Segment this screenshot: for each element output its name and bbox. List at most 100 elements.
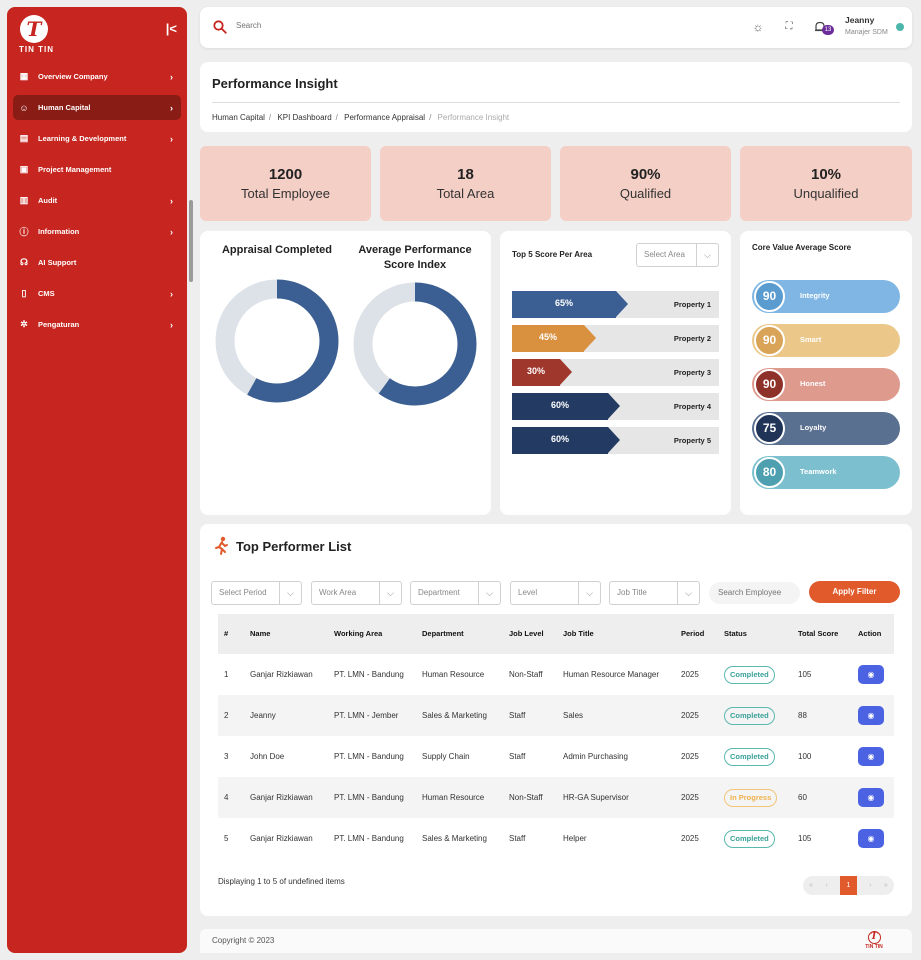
brand-name: TIN TIN: [19, 45, 54, 54]
last-page-button[interactable]: »: [883, 882, 888, 889]
cell-action: ◉: [852, 818, 894, 859]
sidebar-item-ai-support[interactable]: ☊ AI Support: [13, 247, 181, 278]
cell-area: PT. LMN - Bandung: [334, 833, 404, 843]
info-icon: ⓘ: [19, 227, 29, 237]
breadcrumb-item[interactable]: Performance Appraisal: [344, 113, 426, 122]
footer-logo: T TIN TIN: [864, 931, 884, 950]
chevron-down-icon: ⌵: [677, 582, 699, 604]
prev-page-button[interactable]: ‹: [825, 882, 828, 889]
status-badge: Completed: [724, 829, 775, 848]
core-value-score: 90: [754, 369, 785, 400]
stat-card-total-employee: 1200 Total Employee: [200, 146, 371, 221]
sidebar-item-audit[interactable]: ▥ Audit ›: [13, 185, 181, 216]
bar-row: 60% Property 4: [512, 393, 719, 420]
sidebar-item-project-management[interactable]: ▣ Project Management: [13, 154, 181, 185]
brand-logo[interactable]: T TIN TIN: [19, 15, 59, 59]
stat-value: 90%: [630, 166, 661, 183]
filter-period-dropdown[interactable]: Select Period ⌵: [211, 581, 302, 605]
col-header: Name: [250, 629, 271, 638]
bar-row: 65% Property 1: [512, 291, 719, 318]
table-row: 2 Jeanny PT. LMN - Jember Sales & Marketing…: [218, 695, 894, 736]
cell-title: Admin Purchasing: [563, 751, 628, 761]
page-button-current[interactable]: 1: [839, 876, 857, 895]
col-header: Action: [858, 629, 882, 638]
chevron-right-icon: ›: [170, 133, 173, 144]
sidebar-scrollbar[interactable]: [189, 200, 193, 282]
cell-action: ◉: [852, 654, 894, 695]
sidebar-item-information[interactable]: ⓘ Information ›: [13, 216, 181, 247]
core-value-score: 75: [754, 413, 785, 444]
filter-job-title-dropdown[interactable]: Job Title ⌵: [609, 581, 700, 605]
bar-label: Property 3: [673, 368, 711, 377]
breadcrumb-item[interactable]: Human Capital: [212, 113, 265, 122]
cell-area: PT. LMN - Bandung: [334, 751, 404, 761]
donut-fill: [353, 282, 477, 406]
sidebar-item-overview-company[interactable]: ▦ Overview Company ›: [13, 61, 181, 92]
cell-status: Completed: [718, 695, 792, 736]
view-eye-icon[interactable]: ◉: [858, 788, 884, 807]
table-body: 1 Ganjar Rizkiawan PT. LMN - Bandung Human …: [218, 654, 894, 859]
view-eye-icon[interactable]: ◉: [858, 665, 884, 684]
stat-card-total-area: 18 Total Area: [380, 146, 551, 221]
breadcrumb-item[interactable]: KPI Dashboard: [277, 113, 332, 122]
sidebar-item-learning-development[interactable]: ▤ Learning & Development ›: [13, 123, 181, 154]
sidebar-item-label: Learning & Development: [38, 134, 127, 143]
chevron-right-icon: ›: [170, 319, 173, 330]
filter-work-area-dropdown[interactable]: Work Area ⌵: [311, 581, 402, 605]
sidebar-item-label: AI Support: [38, 258, 77, 267]
view-eye-icon[interactable]: ◉: [858, 706, 884, 725]
filter-label: Job Title: [617, 588, 647, 597]
fullscreen-icon[interactable]: ⛶: [785, 21, 793, 32]
sidebar-item-label: Overview Company: [38, 72, 108, 81]
cell-level: Staff: [509, 833, 526, 843]
table-row: 3 John Doe PT. LMN - Bandung Supply Chain St…: [218, 736, 894, 777]
view-eye-icon[interactable]: ◉: [858, 747, 884, 766]
core-value-score: 80: [754, 457, 785, 488]
user-name[interactable]: Jeanny: [845, 15, 875, 25]
chevron-right-icon: ›: [170, 102, 173, 113]
cell-title: Human Resource Manager: [563, 669, 660, 679]
cell-level: Staff: [509, 710, 526, 720]
table-row: 1 Ganjar Rizkiawan PT. LMN - Bandung Human …: [218, 654, 894, 695]
filter-department-dropdown[interactable]: Department ⌵: [410, 581, 501, 605]
theme-toggle-icon[interactable]: ☼: [752, 20, 764, 34]
pagination-info: Displaying 1 to 5 of undefined items: [218, 877, 345, 886]
table-row: 5 Ganjar Rizkiawan PT. LMN - Bandung Sales …: [218, 818, 894, 859]
search-employee-input[interactable]: [709, 582, 800, 604]
select-area-dropdown[interactable]: Select Area ⌵: [636, 243, 719, 267]
bar-value: 30%: [526, 366, 545, 376]
cell-status: In Progress: [718, 777, 792, 818]
sidebar-item-pengaturan[interactable]: ✲ Pengaturan ›: [13, 309, 181, 340]
filter-level-dropdown[interactable]: Level ⌵: [510, 581, 601, 605]
cell-period: 2025: [681, 669, 699, 679]
cell-level: Non-Staff: [509, 669, 543, 679]
cell-name: Jeanny: [250, 710, 276, 720]
online-status-dot: [896, 23, 904, 31]
first-page-button[interactable]: «: [809, 882, 814, 889]
cell-area: PT. LMN - Bandung: [334, 792, 404, 802]
chevron-right-icon: ›: [170, 195, 173, 206]
cell-action: ◉: [852, 736, 894, 777]
search-icon[interactable]: [213, 20, 227, 34]
cell-no: 4: [224, 792, 229, 802]
sidebar-item-human-capital[interactable]: ☺ Human Capital ›: [13, 95, 181, 120]
cell-action: ◉: [852, 695, 894, 736]
audit-icon: ▥: [19, 195, 29, 205]
cell-period: 2025: [681, 792, 699, 802]
sidebar-item-cms[interactable]: ▯ CMS ›: [13, 278, 181, 309]
core-value-integrity: 90 Integrity: [752, 280, 900, 313]
collapse-sidebar-icon[interactable]: |<: [165, 21, 177, 36]
cell-period: 2025: [681, 751, 699, 761]
building-icon: ▦: [19, 71, 29, 81]
apply-filter-button[interactable]: Apply Filter: [809, 581, 900, 603]
cell-level: Staff: [509, 751, 526, 761]
next-page-button[interactable]: ›: [869, 882, 872, 889]
sidebar-item-label: Audit: [38, 196, 58, 205]
view-eye-icon[interactable]: ◉: [858, 829, 884, 848]
breadcrumb: Human Capital / KPI Dashboard / Performanc…: [212, 113, 510, 122]
bar-row: 45% Property 2: [512, 325, 719, 352]
chevron-down-icon: ⌵: [379, 582, 401, 604]
cell-score: 60: [798, 792, 807, 802]
runner-icon: [215, 536, 228, 555]
search-input[interactable]: [236, 21, 436, 30]
